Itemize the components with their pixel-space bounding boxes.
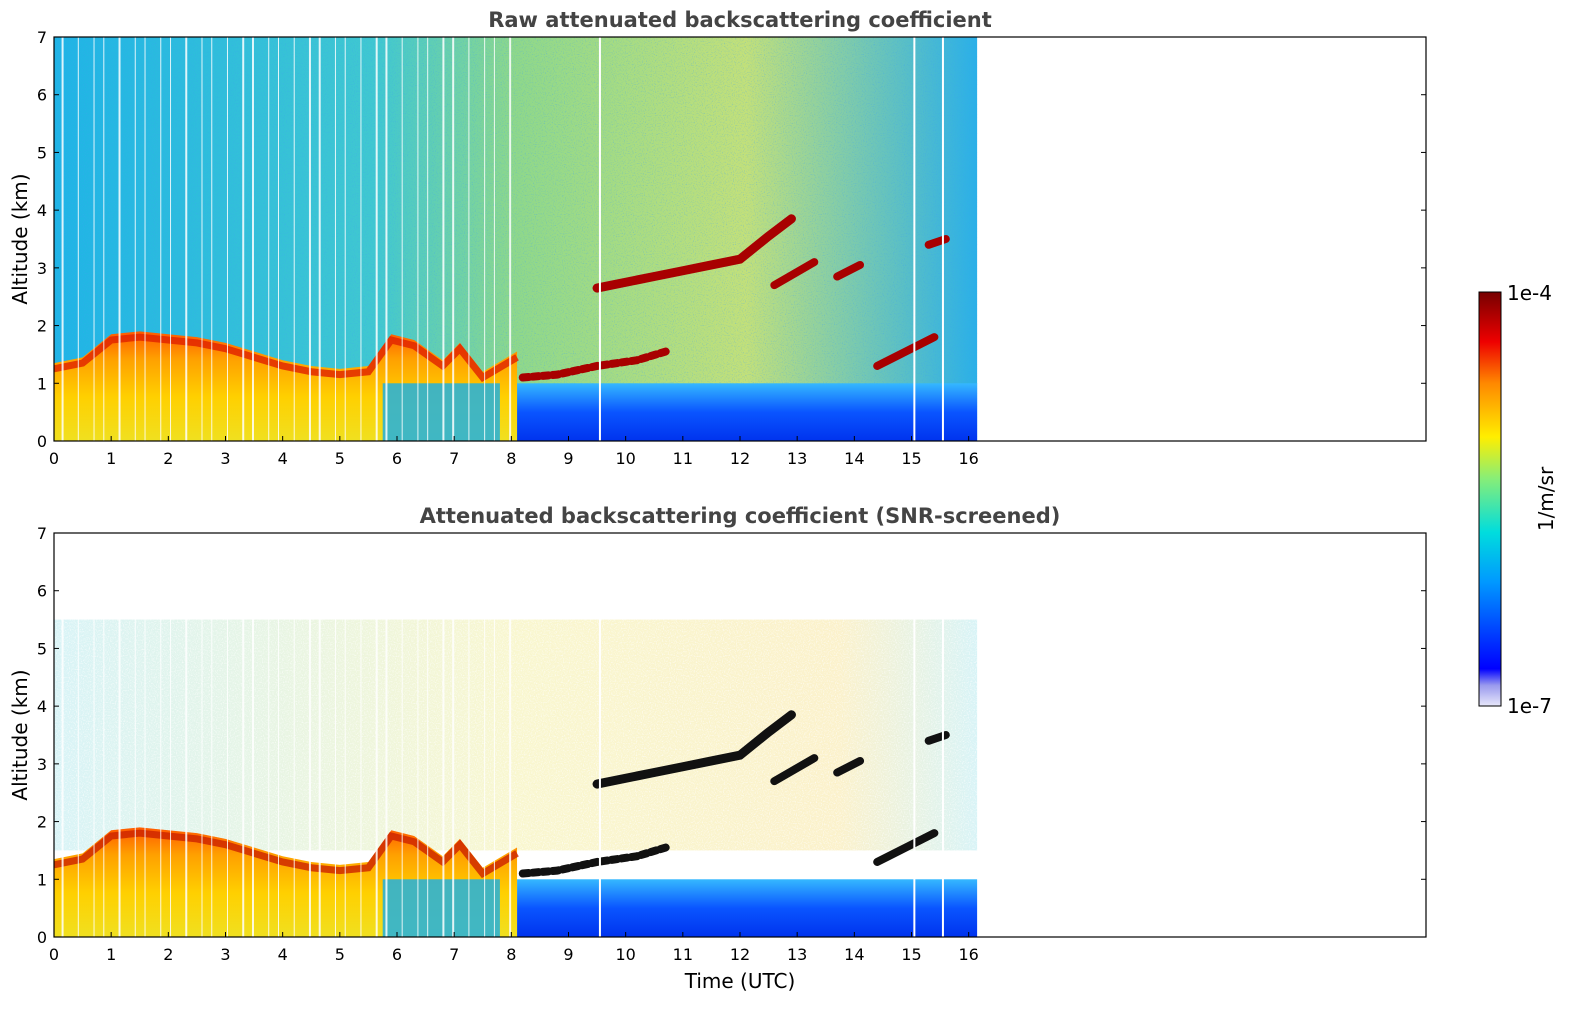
y-tick-label: 4	[37, 697, 47, 716]
raw-x-ticks: 0 1 2 3 4 5 6 7 8 9 10 11 12 13 14 15 16	[49, 436, 979, 468]
raw-plot-area	[54, 37, 978, 441]
x-tick-label: 3	[220, 449, 230, 468]
colorbar-unit-label: 1/m/sr	[1534, 466, 1558, 531]
y-tick-label: 2	[37, 317, 47, 336]
y-tick-label: 6	[37, 86, 47, 105]
y-tick-label: 6	[37, 582, 47, 601]
y-tick-label: 0	[37, 928, 47, 947]
y-tick-label: 1	[37, 374, 47, 393]
screened-panel-title: Attenuated backscattering coefficient (S…	[420, 504, 1061, 528]
raw-panel-title: Raw attenuated backscattering coefficien…	[488, 8, 992, 32]
x-tick-label: 1	[106, 945, 116, 964]
x-tick-label: 15	[901, 449, 921, 468]
y-tick-label: 3	[37, 755, 47, 774]
colorbar-min-label: 1e-7	[1507, 694, 1552, 718]
x-tick-label: 9	[563, 449, 573, 468]
raw-y-ticks: 0 1 2 3 4 5 6 7	[37, 28, 1426, 451]
x-tick-label: 8	[506, 449, 516, 468]
cloud-patch	[770, 754, 819, 786]
y-tick-label: 3	[37, 259, 47, 278]
lower-cloud-layer	[518, 347, 670, 382]
x-tick-label: 13	[787, 945, 807, 964]
heatmap-data	[54, 37, 978, 441]
x-tick-label: 3	[220, 945, 230, 964]
x-tick-label: 2	[163, 945, 173, 964]
x-tick-label: 12	[730, 449, 750, 468]
screened-y-ticks: 0 1 2 3 4 5 6 7	[37, 524, 1426, 947]
colorbar: 1e-4 1e-7 1/m/sr	[1478, 281, 1558, 718]
x-tick-label: 16	[958, 449, 978, 468]
y-tick-label: 7	[37, 524, 47, 543]
colorbar-max-label: 1e-4	[1507, 281, 1552, 305]
y-tick-label: 2	[37, 813, 47, 832]
y-tick-label: 7	[37, 28, 47, 47]
cloud-patch	[770, 258, 819, 290]
x-tick-label: 11	[673, 945, 693, 964]
x-tick-label: 1	[106, 449, 116, 468]
screened-plot-area	[54, 533, 978, 937]
x-tick-label: 8	[506, 945, 516, 964]
x-tick-label: 2	[163, 449, 173, 468]
x-tick-label: 0	[49, 945, 59, 964]
x-tick-label: 10	[615, 945, 635, 964]
x-tick-label: 0	[49, 449, 59, 468]
x-tick-label: 6	[392, 945, 402, 964]
lower-cloud-layer	[518, 843, 670, 878]
screened-x-ticks: 0 1 2 3 4 5 6 7 8 9 10 11 12 13 14 15 16	[49, 932, 979, 964]
x-tick-label: 14	[844, 945, 864, 964]
screened-backscatter-panel: Attenuated backscattering coefficient (S…	[8, 504, 1427, 993]
colorbar-gradient	[1478, 291, 1502, 707]
x-tick-label: 4	[278, 449, 288, 468]
cloud-patch	[873, 829, 939, 866]
x-tick-label: 14	[844, 449, 864, 468]
cloud-patch	[833, 756, 865, 777]
x-tick-label: 11	[673, 449, 693, 468]
cloud-patch	[833, 260, 865, 281]
x-tick-label: 12	[730, 945, 750, 964]
x-tick-label: 4	[278, 945, 288, 964]
x-tick-label: 7	[449, 945, 459, 964]
screened-y-axis-label: Altitude (km)	[8, 669, 32, 800]
x-tick-label: 5	[335, 945, 345, 964]
x-tick-label: 15	[901, 945, 921, 964]
y-tick-label: 0	[37, 432, 47, 451]
y-tick-label: 5	[37, 143, 47, 162]
x-tick-label: 5	[335, 449, 345, 468]
low-signal-region	[517, 879, 978, 937]
afternoon-mixing-region	[382, 383, 500, 441]
heatmap-data	[54, 533, 978, 937]
y-tick-label: 5	[37, 639, 47, 658]
screened-mask	[54, 619, 978, 851]
y-tick-label: 4	[37, 201, 47, 220]
upper-cloud-layer	[592, 710, 796, 789]
x-tick-label: 10	[615, 449, 635, 468]
x-tick-label: 16	[958, 945, 978, 964]
x-tick-label: 9	[563, 945, 573, 964]
upper-cloud-layer	[592, 214, 796, 293]
y-tick-label: 1	[37, 870, 47, 889]
afternoon-mixing-region	[382, 879, 500, 937]
x-tick-label: 13	[787, 449, 807, 468]
raw-backscatter-panel: Raw attenuated backscattering coefficien…	[8, 8, 1427, 468]
x-tick-label: 7	[449, 449, 459, 468]
x-axis-label: Time (UTC)	[684, 969, 796, 993]
low-signal-region	[517, 383, 978, 441]
raw-y-axis-label: Altitude (km)	[8, 173, 32, 304]
cloud-patch	[873, 333, 939, 370]
x-tick-label: 6	[392, 449, 402, 468]
